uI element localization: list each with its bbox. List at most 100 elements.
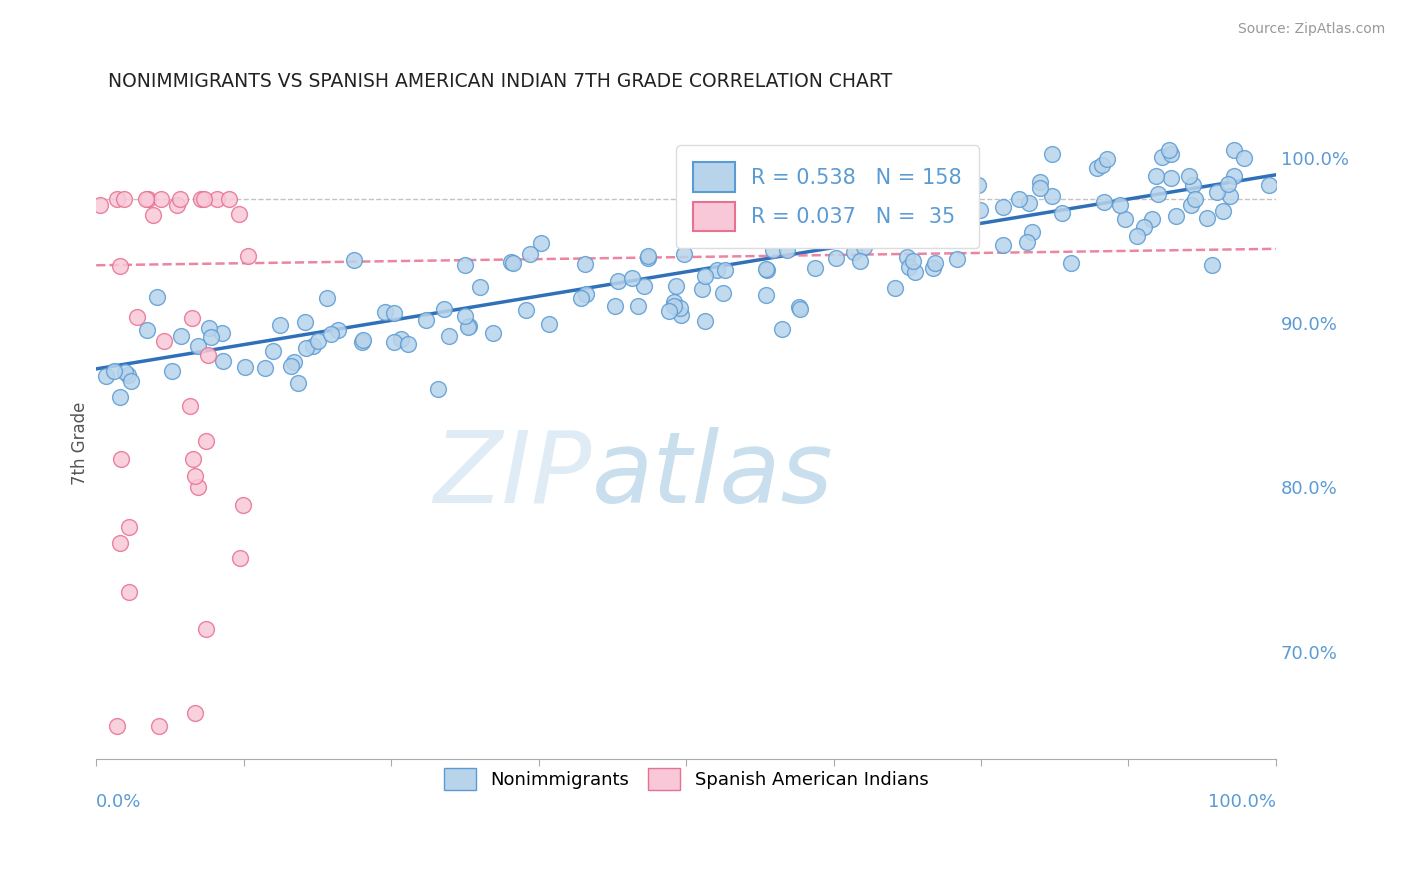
Point (924, 256, 946, 270)
Point (499, 254, 522, 268)
Point (679, 230, 702, 244)
Point (169, 193, 191, 207)
Point (194, 622, 217, 636)
Point (433, 301, 456, 316)
Point (931, 223, 953, 237)
Point (1092, 194, 1115, 209)
Point (853, 240, 876, 254)
Y-axis label: 7th Grade: 7th Grade (72, 402, 89, 485)
Point (755, 288, 778, 302)
Point (537, 317, 560, 331)
Point (118, 585, 141, 599)
Point (396, 336, 419, 351)
Point (179, 399, 201, 413)
Point (127, 310, 149, 324)
Point (283, 354, 305, 368)
Point (931, 209, 953, 223)
Point (1152, 150, 1174, 164)
Point (711, 286, 734, 301)
Point (1114, 212, 1136, 227)
Point (1157, 143, 1180, 157)
Point (939, 233, 962, 247)
Point (1095, 153, 1118, 167)
Point (181, 452, 204, 467)
Point (658, 304, 681, 318)
Point (353, 333, 375, 347)
Point (1201, 258, 1223, 272)
Point (326, 323, 349, 337)
Point (187, 338, 209, 352)
Point (253, 361, 276, 376)
Point (903, 254, 925, 268)
Point (693, 268, 716, 283)
Point (787, 301, 810, 315)
Text: atlas: atlas (592, 426, 834, 524)
Point (1126, 229, 1149, 244)
Point (382, 335, 405, 350)
Point (530, 235, 553, 250)
Point (233, 359, 256, 374)
Point (190, 193, 212, 207)
Point (391, 332, 413, 346)
Point (481, 326, 503, 340)
Point (569, 291, 592, 305)
Point (969, 202, 991, 217)
Point (1218, 177, 1240, 191)
Point (198, 321, 221, 335)
Point (673, 247, 696, 261)
Point (1144, 169, 1167, 183)
Point (811, 201, 834, 215)
Point (690, 282, 713, 296)
Point (1195, 211, 1218, 226)
Point (1007, 192, 1029, 206)
Text: Source: ZipAtlas.com: Source: ZipAtlas.com (1237, 22, 1385, 37)
Point (302, 339, 325, 353)
Point (1233, 151, 1256, 165)
Point (859, 194, 882, 209)
Point (135, 323, 157, 337)
Point (1040, 189, 1063, 203)
Point (714, 263, 737, 277)
Point (943, 178, 966, 192)
Point (195, 434, 218, 448)
Point (94, 369, 117, 384)
Point (211, 354, 233, 368)
Point (1140, 211, 1163, 226)
Point (110, 390, 132, 404)
Point (1085, 161, 1108, 175)
Point (896, 250, 918, 264)
Point (620, 271, 643, 285)
Point (607, 274, 630, 288)
Point (855, 205, 877, 219)
Legend: Nonimmigrants, Spanish American Indians: Nonimmigrants, Spanish American Indians (437, 761, 935, 797)
Point (470, 279, 492, 293)
Point (307, 334, 329, 348)
Point (770, 322, 793, 336)
Point (575, 287, 598, 301)
Point (232, 499, 254, 513)
Point (294, 316, 316, 330)
Point (114, 365, 136, 379)
Point (637, 249, 659, 263)
Point (515, 303, 537, 318)
Point (197, 348, 219, 362)
Point (1205, 185, 1227, 199)
Point (1060, 256, 1083, 270)
Point (1219, 188, 1241, 202)
Point (454, 310, 477, 324)
Point (637, 251, 659, 265)
Point (967, 178, 990, 192)
Point (166, 197, 188, 211)
Point (1091, 159, 1114, 173)
Point (946, 199, 969, 213)
Point (1223, 143, 1246, 157)
Point (108, 536, 131, 550)
Point (1257, 178, 1279, 193)
Point (1180, 198, 1202, 212)
Point (148, 719, 170, 733)
Point (105, 193, 128, 207)
Point (1212, 203, 1234, 218)
Point (519, 247, 541, 261)
Point (662, 294, 685, 309)
Point (755, 263, 778, 277)
